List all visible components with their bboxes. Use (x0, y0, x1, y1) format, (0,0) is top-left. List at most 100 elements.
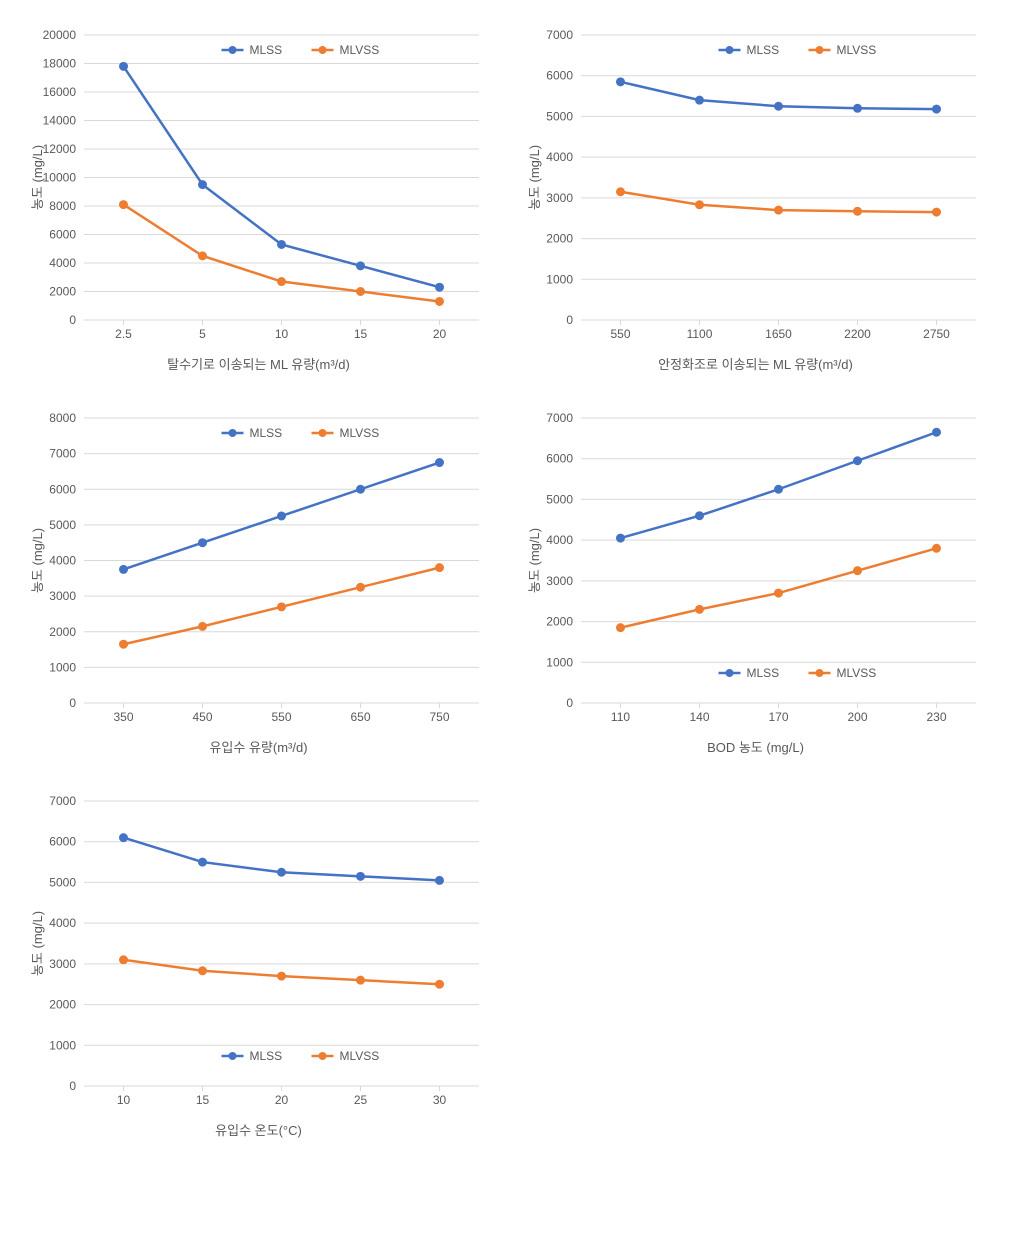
chart-4: 0 1000 2000 3000 4000 5000 6000 7000 110 140 170 20… (521, 403, 991, 733)
svg-text:10000: 10000 (42, 171, 76, 185)
svg-text:1000: 1000 (49, 660, 76, 674)
svg-text:MLVSS: MLVSS (836, 666, 876, 680)
svg-text:4000: 4000 (49, 256, 76, 270)
svg-text:20000: 20000 (42, 28, 76, 42)
svg-text:0: 0 (69, 313, 76, 327)
svg-text:MLSS: MLSS (249, 43, 282, 57)
svg-text:30: 30 (432, 1093, 446, 1107)
svg-text:농도 (mg/L): 농도 (mg/L) (527, 145, 542, 210)
svg-text:6000: 6000 (546, 69, 573, 83)
svg-text:5000: 5000 (546, 492, 573, 506)
svg-text:8000: 8000 (49, 199, 76, 213)
svg-text:10: 10 (274, 327, 288, 341)
svg-text:2000: 2000 (49, 625, 76, 639)
svg-text:0: 0 (69, 1079, 76, 1093)
svg-text:2200: 2200 (844, 327, 871, 341)
svg-text:6000: 6000 (49, 482, 76, 496)
svg-text:4000: 4000 (49, 916, 76, 930)
svg-text:750: 750 (429, 710, 449, 724)
svg-text:7000: 7000 (49, 794, 76, 808)
svg-text:15: 15 (353, 327, 367, 341)
svg-text:110: 110 (610, 710, 629, 724)
chart-cell-3: 0 1000 2000 3000 4000 5000 6000 7000 8000 350 450 5… (20, 403, 497, 756)
svg-text:MLVSS: MLVSS (339, 426, 379, 440)
svg-text:4000: 4000 (546, 150, 573, 164)
chart-cell-1: 0 2000 4000 6000 8000 10000 12000 14000 16000 180… (20, 20, 497, 373)
svg-text:MLVSS: MLVSS (339, 43, 379, 57)
svg-text:7000: 7000 (546, 411, 573, 425)
svg-text:18000: 18000 (42, 57, 76, 71)
svg-text:7000: 7000 (49, 447, 76, 461)
svg-text:농도 (mg/L): 농도 (mg/L) (30, 528, 45, 593)
svg-text:농도 (mg/L): 농도 (mg/L) (30, 911, 45, 976)
svg-text:5000: 5000 (546, 109, 573, 123)
svg-text:200: 200 (847, 710, 867, 724)
svg-text:6000: 6000 (49, 835, 76, 849)
svg-text:MLSS: MLSS (249, 426, 282, 440)
chart-1-xtitle: 탈수기로 이송되는 ML 유량(m³/d) (167, 354, 350, 373)
chart-3-xtitle: 유입수 유량(m³/d) (209, 737, 307, 756)
svg-text:2000: 2000 (49, 998, 76, 1012)
svg-text:MLSS: MLSS (746, 666, 779, 680)
svg-text:5000: 5000 (49, 875, 76, 889)
svg-text:MLSS: MLSS (249, 1049, 282, 1063)
chart-2-xtitle: 안정화조로 이송되는 ML 유량(m³/d) (658, 354, 853, 373)
chart-cell-2: 0 1000 2000 3000 4000 5000 6000 7000 550 1100 1650… (517, 20, 994, 373)
svg-text:농도 (mg/L): 농도 (mg/L) (527, 528, 542, 593)
svg-text:3000: 3000 (546, 574, 573, 588)
chart-cell-5: 0 1000 2000 3000 4000 5000 6000 7000 10 15 20 25 30 농… (20, 786, 497, 1139)
svg-text:8000: 8000 (49, 411, 76, 425)
svg-text:1000: 1000 (49, 1038, 76, 1052)
svg-text:2000: 2000 (49, 285, 76, 299)
svg-text:MLSS: MLSS (746, 43, 779, 57)
svg-text:2750: 2750 (923, 327, 950, 341)
svg-text:170: 170 (768, 710, 788, 724)
svg-text:4000: 4000 (49, 554, 76, 568)
svg-text:2000: 2000 (546, 615, 573, 629)
svg-text:1000: 1000 (546, 272, 573, 286)
svg-text:3000: 3000 (49, 957, 76, 971)
svg-text:2000: 2000 (546, 232, 573, 246)
svg-text:16000: 16000 (42, 85, 76, 99)
svg-text:0: 0 (566, 313, 573, 327)
svg-text:25: 25 (353, 1093, 367, 1107)
svg-text:450: 450 (192, 710, 212, 724)
chart-1: 0 2000 4000 6000 8000 10000 12000 14000 16000 180… (24, 20, 494, 350)
svg-text:15: 15 (195, 1093, 209, 1107)
svg-text:6000: 6000 (49, 228, 76, 242)
chart-5: 0 1000 2000 3000 4000 5000 6000 7000 10 15 20 25 30 농… (24, 786, 494, 1116)
svg-text:6000: 6000 (546, 452, 573, 466)
svg-text:650: 650 (350, 710, 370, 724)
svg-text:230: 230 (926, 710, 946, 724)
svg-text:20: 20 (432, 327, 446, 341)
svg-text:550: 550 (610, 327, 630, 341)
svg-text:12000: 12000 (42, 142, 76, 156)
svg-text:3000: 3000 (546, 191, 573, 205)
svg-text:4000: 4000 (546, 533, 573, 547)
svg-text:550: 550 (271, 710, 291, 724)
svg-text:20: 20 (274, 1093, 288, 1107)
svg-text:0: 0 (566, 696, 573, 710)
svg-text:1650: 1650 (765, 327, 792, 341)
svg-text:2.5: 2.5 (115, 327, 132, 341)
svg-text:10: 10 (116, 1093, 130, 1107)
svg-text:MLVSS: MLVSS (339, 1049, 379, 1063)
chart-cell-4: 0 1000 2000 3000 4000 5000 6000 7000 110 140 170 20… (517, 403, 994, 756)
chart-3: 0 1000 2000 3000 4000 5000 6000 7000 8000 350 450 5… (24, 403, 494, 733)
svg-text:1100: 1100 (686, 327, 712, 341)
svg-text:1000: 1000 (546, 655, 573, 669)
chart-4-xtitle: BOD 농도 (mg/L) (707, 737, 804, 756)
svg-text:14000: 14000 (42, 114, 76, 128)
svg-text:140: 140 (689, 710, 709, 724)
chart-5-xtitle: 유입수 온도(°C) (215, 1120, 302, 1139)
chart-2: 0 1000 2000 3000 4000 5000 6000 7000 550 1100 1650… (521, 20, 991, 350)
svg-text:0: 0 (69, 696, 76, 710)
svg-text:3000: 3000 (49, 589, 76, 603)
svg-text:5: 5 (199, 327, 206, 341)
svg-text:7000: 7000 (546, 28, 573, 42)
svg-text:MLVSS: MLVSS (836, 43, 876, 57)
svg-text:350: 350 (113, 710, 133, 724)
charts-grid: 0200040006000800010000120001400016000180… (20, 20, 994, 1139)
svg-text:5000: 5000 (49, 518, 76, 532)
svg-text:농도 (mg/L): 농도 (mg/L) (30, 145, 45, 210)
